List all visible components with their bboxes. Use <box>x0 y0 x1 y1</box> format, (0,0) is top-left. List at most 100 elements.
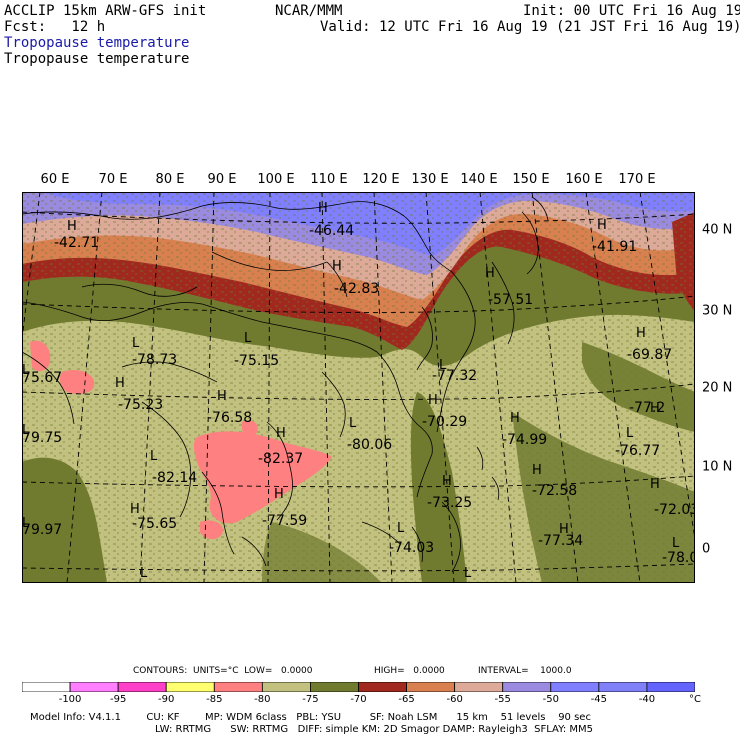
low-marker: L <box>672 536 680 551</box>
graticule <box>22 192 695 583</box>
coastlines-borders <box>22 196 549 573</box>
field-title-color: Tropopause temperature <box>4 35 190 51</box>
high-low-markers: H-42.71H-46.44H-42.83H-41.91H-57.51H-69.… <box>22 201 695 581</box>
low-value: -82.14 <box>152 470 197 486</box>
high-marker: H <box>217 389 227 404</box>
lat-label: 0 <box>702 541 711 557</box>
map-frame <box>22 192 695 583</box>
legend-label: -65 <box>398 694 415 705</box>
legend-swatch <box>310 682 359 692</box>
high-marker: H <box>130 502 140 517</box>
forecast-hour: Fcst: 12 h <box>4 19 106 35</box>
high-value: -77.59 <box>262 513 307 529</box>
lon-label: 110 E <box>310 172 348 187</box>
low-marker: L <box>626 426 634 441</box>
legend-label: -40 <box>638 694 656 705</box>
high-value: -74.99 <box>502 432 547 448</box>
legend-label: -75 <box>302 694 319 705</box>
high-value: -46.44 <box>309 223 354 239</box>
high-value: -42.83 <box>334 281 379 297</box>
high-value: -70.29 <box>422 414 467 430</box>
lat-label: 10 N <box>702 459 733 475</box>
low-value: -75.67 <box>22 370 62 386</box>
legend-label: °C <box>689 694 701 705</box>
low-marker: L <box>22 363 30 378</box>
high-marker: H <box>650 477 660 492</box>
legend-label: -60 <box>446 694 463 705</box>
high-value: -77.2 <box>629 400 665 416</box>
band-minus80 <box>30 340 332 540</box>
low-marker: L <box>22 516 30 531</box>
model-info-line2: LW: RRTMG SW: RRTMG DIFF: simple KM: 2D … <box>155 724 594 735</box>
lon-label: 60 E <box>40 172 70 187</box>
high-marker: H <box>428 393 438 408</box>
low-value: -75.15 <box>234 353 279 369</box>
low-value: -79.97 <box>22 522 62 538</box>
legend-swatch <box>213 682 263 692</box>
lat-label: 20 N <box>702 380 733 396</box>
contour-settings: CONTOURS: UNITS=°C LOW= 0.0000 <box>133 666 313 676</box>
init-time: Init: 00 UTC Fri 16 Aug 19 <box>523 3 740 19</box>
low-marker: L <box>22 423 30 438</box>
lon-label: 150 E <box>512 172 550 187</box>
field-title-contour: Tropopause temperature <box>4 51 190 67</box>
contour-high: HIGH= 0.0000 <box>374 666 445 676</box>
color-legend <box>22 682 695 692</box>
legend-swatch <box>69 682 119 692</box>
lon-label: 170 E <box>618 172 656 187</box>
lon-label: 140 E <box>460 172 498 187</box>
legend-label: -80 <box>254 694 271 705</box>
high-value: -82.37 <box>258 451 303 467</box>
org-label: NCAR/MMM <box>275 3 343 19</box>
legend-label: -50 <box>542 694 559 705</box>
high-marker: H <box>485 266 495 281</box>
legend-swatch <box>165 682 215 692</box>
low-value: -78.0 <box>662 550 695 566</box>
low-marker: L <box>140 566 148 581</box>
legend-swatch <box>502 682 552 692</box>
high-marker: H <box>559 522 569 537</box>
high-marker: H <box>332 259 342 274</box>
high-value: -75.65 <box>132 516 177 532</box>
legend-label: -95 <box>109 694 127 705</box>
legend-swatch <box>550 682 600 692</box>
high-marker: H <box>650 401 660 416</box>
high-marker: H <box>442 474 452 489</box>
tropopause-temperature-map: H-42.71H-46.44H-42.83H-41.91H-57.51H-69.… <box>22 192 695 583</box>
legend-swatch <box>598 682 648 692</box>
lat-label: 40 N <box>702 222 733 238</box>
high-value: -72.58 <box>532 483 577 499</box>
lon-label: 80 E <box>155 172 185 187</box>
high-marker: H <box>318 201 328 216</box>
legend-label: -45 <box>590 694 608 705</box>
low-marker: L <box>150 449 158 464</box>
lon-label: 160 E <box>565 172 603 187</box>
high-marker: H <box>115 376 125 391</box>
legend-swatch <box>406 682 456 692</box>
high-value: -77.34 <box>538 533 583 549</box>
valid-time: Valid: 12 UTC Fri 16 Aug 19 (21 JST Fri … <box>320 19 740 35</box>
high-marker: H <box>510 411 520 426</box>
model-title: ACCLIP 15km ARW-GFS init <box>4 3 207 19</box>
high-value: -76.58 <box>207 410 252 426</box>
high-marker: H <box>636 326 646 341</box>
lon-label: 70 E <box>98 172 128 187</box>
high-marker: H <box>274 487 284 502</box>
legend-label: -90 <box>158 694 175 705</box>
legend-swatch <box>454 682 504 692</box>
lon-label: 120 E <box>362 172 400 187</box>
high-marker: H <box>276 426 286 441</box>
lon-label: 100 E <box>257 172 295 187</box>
high-value: -41.91 <box>592 239 637 255</box>
low-value: -79.75 <box>22 430 62 446</box>
low-marker: L <box>464 566 472 581</box>
low-value: -74.03 <box>389 540 434 556</box>
legend-label: -100 <box>58 694 82 705</box>
legend-swatch <box>117 682 167 692</box>
legend-label: -55 <box>494 694 511 705</box>
high-value: -42.71 <box>54 235 99 251</box>
low-marker: L <box>132 336 140 351</box>
high-marker: H <box>597 218 607 233</box>
low-marker: L <box>439 358 447 373</box>
high-value: -75.23 <box>118 397 163 413</box>
